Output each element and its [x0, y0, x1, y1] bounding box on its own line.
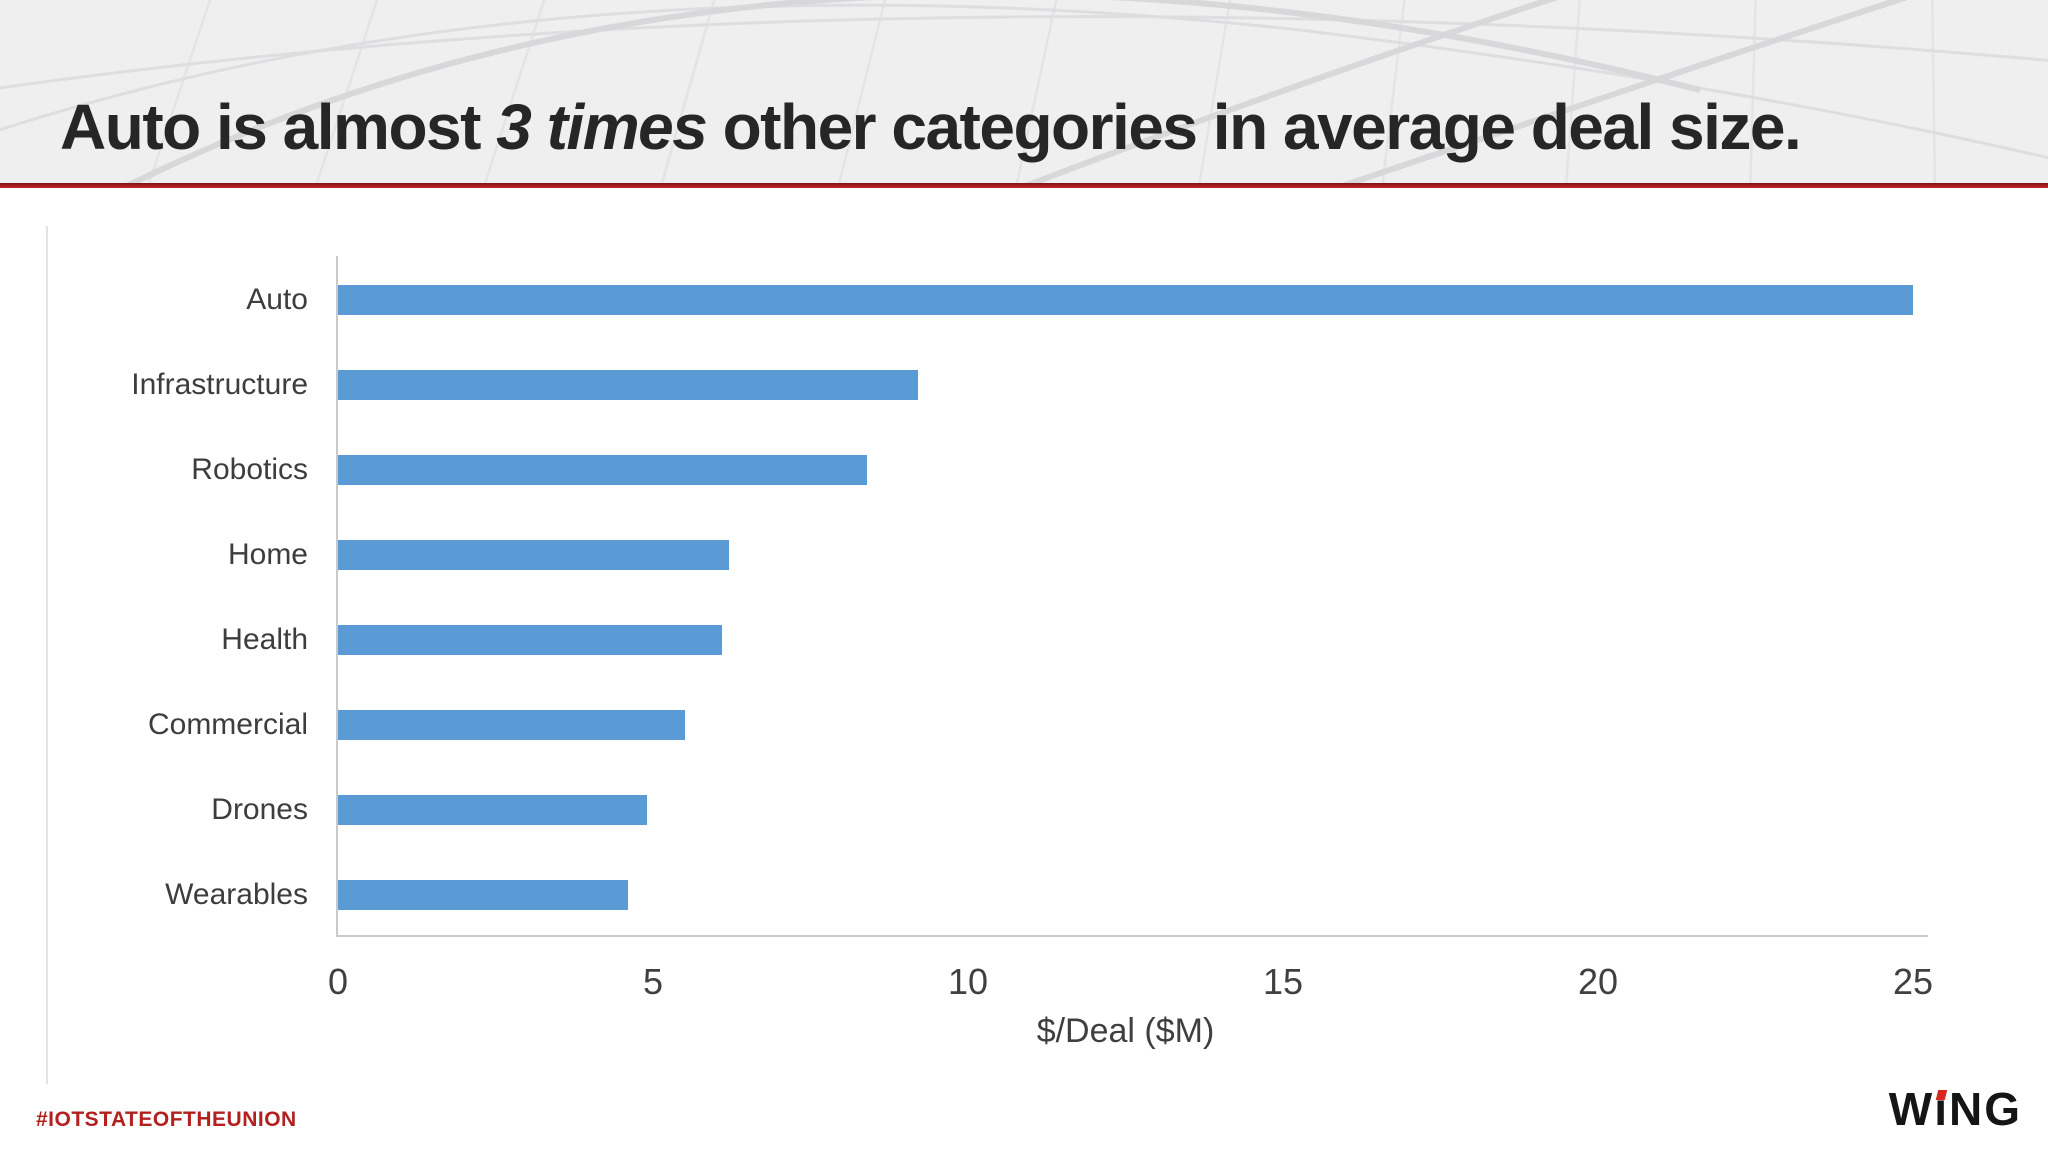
x-axis-ticks: 0 5 10 15 20 25	[328, 960, 1933, 1004]
background-pattern	[0, 0, 2048, 183]
x-tick-label: 15	[1262, 961, 1304, 1002]
logo-letter-n: N	[1948, 1083, 1985, 1135]
bar-commercial	[338, 709, 685, 740]
logo-letter-g: G	[1984, 1083, 2022, 1135]
category-label: Auto	[246, 283, 308, 316]
logo-letter-w: W	[1888, 1083, 1935, 1135]
bar-home	[338, 539, 729, 570]
category-label: Commercial	[147, 708, 308, 741]
title-part-3: other categories in average deal size.	[722, 91, 1802, 163]
x-axis-title: $/Deal ($M)	[1036, 1012, 1215, 1050]
x-tick-label: 10	[947, 961, 989, 1002]
bar-robotics	[338, 454, 868, 485]
bar-drones	[338, 794, 647, 825]
plot-area	[338, 257, 1913, 937]
category-label: Wearables	[165, 878, 308, 911]
header-band: Auto is almost 3 times other categories …	[0, 0, 2048, 183]
bar-health	[338, 624, 723, 655]
hashtag-footer: #IOTSTATEOFTHEUNION	[36, 1108, 297, 1131]
category-label: Home	[227, 538, 308, 571]
x-tick-label: 0	[327, 961, 349, 1002]
page-title: Auto is almost 3 times other categories …	[60, 88, 2000, 166]
y-axis-line	[336, 256, 338, 937]
category-label: Robotics	[191, 453, 308, 486]
title-part-1: Auto is almost	[60, 91, 481, 163]
bar-wearables	[338, 879, 628, 910]
category-labels: Auto Infrastructure Robotics Home Health Comm…	[0, 257, 308, 937]
x-tick-label: 20	[1577, 961, 1619, 1002]
logo-letter-i-red-dot: ı	[1934, 1083, 1949, 1135]
x-tick-label: 25	[1892, 961, 1934, 1002]
title-underline-rule	[0, 183, 2048, 188]
bar-auto	[338, 284, 1913, 315]
bar-infrastructure	[338, 369, 918, 400]
x-axis-line	[336, 935, 1928, 937]
chart-panel-left-border	[46, 226, 48, 1084]
category-label: Drones	[211, 793, 308, 826]
category-label: Infrastructure	[131, 368, 308, 401]
title-part-italic: 3 times	[496, 91, 708, 163]
category-label: Health	[221, 623, 308, 656]
x-tick-label: 5	[642, 961, 664, 1002]
